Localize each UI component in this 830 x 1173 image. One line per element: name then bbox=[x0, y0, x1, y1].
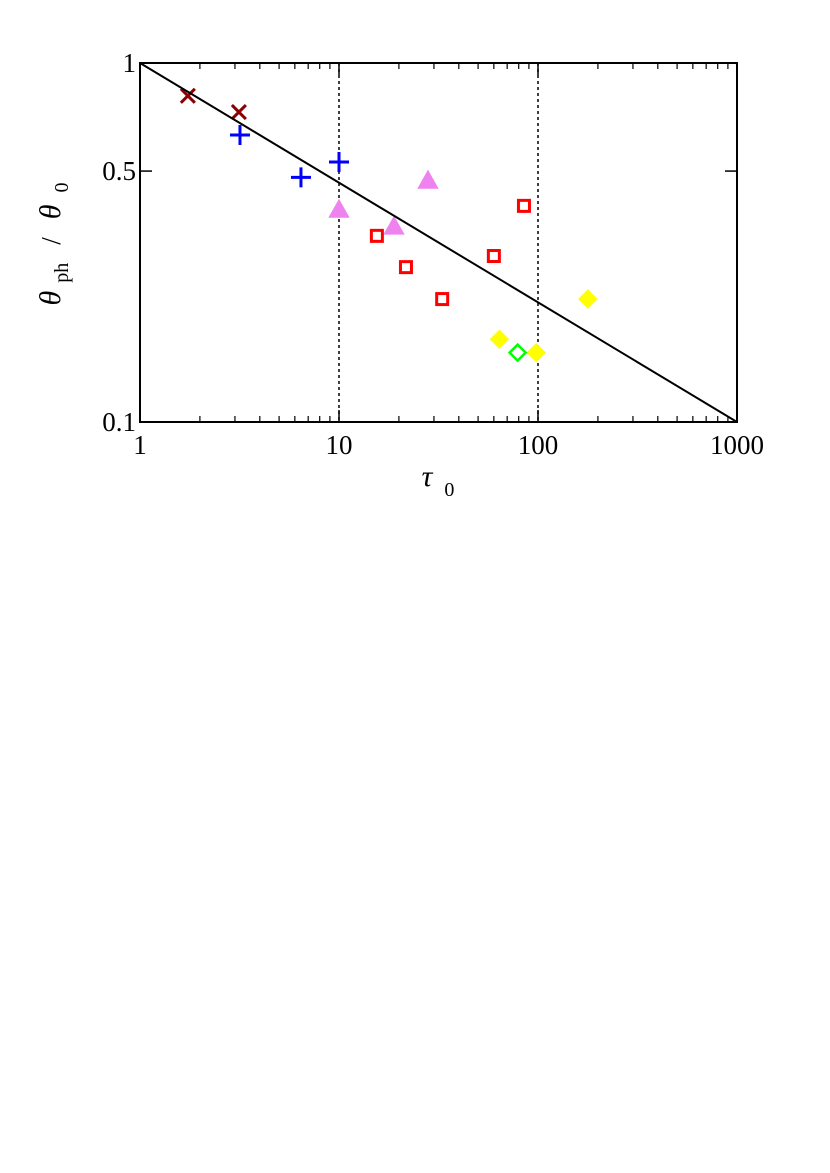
marker-square bbox=[486, 248, 501, 263]
marker-triangle bbox=[328, 198, 350, 218]
marker-x bbox=[230, 104, 247, 121]
y-tick-label: 0.1 bbox=[102, 407, 136, 437]
marker-x bbox=[179, 87, 196, 104]
marker-diamond bbox=[507, 342, 528, 363]
y-label-subscript: ph bbox=[51, 263, 73, 283]
fit-line bbox=[139, 62, 738, 423]
x-label-symbol: τ bbox=[422, 460, 434, 493]
marker-plus bbox=[290, 167, 311, 188]
x-tick-label: 1 bbox=[133, 430, 147, 460]
marker-square bbox=[369, 228, 384, 243]
x-tick-label: 1000 bbox=[710, 430, 764, 460]
marker-square bbox=[435, 292, 450, 307]
marker-triangle bbox=[383, 215, 405, 235]
marker-triangle bbox=[417, 169, 439, 189]
marker-diamond bbox=[526, 342, 547, 363]
y-label-symbol: θ bbox=[34, 204, 67, 219]
marker-plus bbox=[329, 151, 349, 172]
plot-frame bbox=[139, 62, 738, 423]
marker-diamond bbox=[489, 329, 510, 350]
x-tick-label: 100 bbox=[518, 430, 559, 460]
x-tick-label: 10 bbox=[326, 430, 353, 460]
marker-square bbox=[398, 260, 413, 275]
marker-diamond bbox=[578, 289, 598, 309]
y-label-subscript: 0 bbox=[51, 182, 73, 192]
y-tick-label: 0.5 bbox=[102, 156, 136, 186]
marker-square bbox=[516, 198, 531, 213]
y-axis-label: θ ph / θ 0 bbox=[34, 182, 73, 305]
y-label-separator: / bbox=[36, 237, 66, 245]
x-label-subscript: 0 bbox=[444, 479, 454, 501]
y-tick-label: 1 bbox=[123, 48, 137, 78]
marker-plus bbox=[229, 125, 250, 146]
y-label-symbol: θ bbox=[34, 291, 67, 306]
